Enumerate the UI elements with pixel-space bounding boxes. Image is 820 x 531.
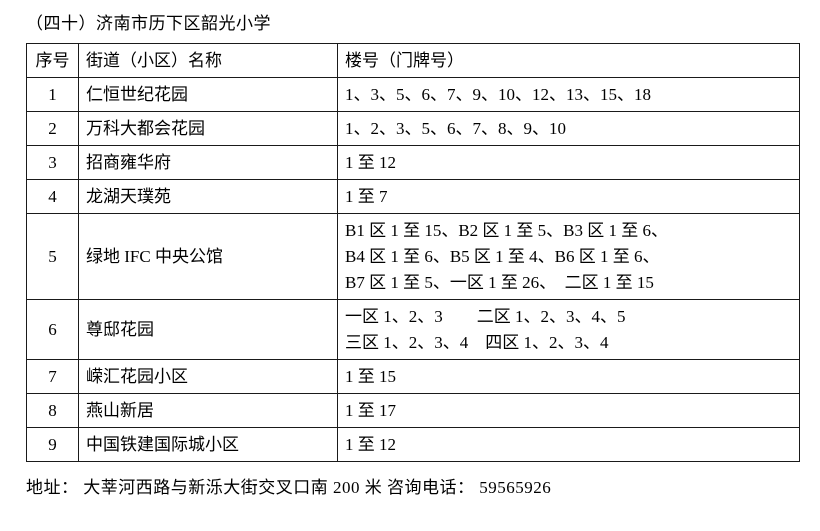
cell-serial-number: 7 bbox=[26, 359, 79, 394]
table-row: 8 燕山新居 1 至 17 bbox=[26, 393, 800, 428]
cell-street-name: 仁恒世纪花园 bbox=[78, 77, 338, 112]
cell-serial-number: 3 bbox=[26, 145, 79, 180]
cell-street-name: 燕山新居 bbox=[78, 393, 338, 428]
table-row: 7 嵘汇花园小区 1 至 15 bbox=[26, 359, 800, 394]
cell-street-name: 招商雍华府 bbox=[78, 145, 338, 180]
table-row: 6 尊邸花园 一区 1、2、3 二区 1、2、3、4、5 三区 1、2、3、4 四区… bbox=[26, 299, 800, 360]
table-row: 3 招商雍华府 1 至 12 bbox=[26, 145, 800, 180]
cell-serial-number: 2 bbox=[26, 111, 79, 146]
cell-building-numbers: 1、3、5、6、7、9、10、12、13、15、18 bbox=[337, 77, 800, 112]
table-body: 1 仁恒世纪花园 1、3、5、6、7、9、10、12、13、15、18 2 万科大都会花… bbox=[26, 77, 800, 462]
cell-building-numbers: 1 至 15 bbox=[337, 359, 800, 394]
table-row: 5 绿地 IFC 中央公馆 B1 区 1 至 15、B2 区 1 至 5、B3 区 … bbox=[26, 213, 800, 300]
table-row: 4 龙湖天璞苑 1 至 7 bbox=[26, 179, 800, 214]
column-header-street-name: 街道（小区）名称 bbox=[78, 43, 338, 78]
cell-serial-number: 6 bbox=[26, 299, 79, 360]
cell-serial-number: 4 bbox=[26, 179, 79, 214]
cell-serial-number: 1 bbox=[26, 77, 79, 112]
cell-street-name: 绿地 IFC 中央公馆 bbox=[78, 213, 338, 300]
column-header-building-number: 楼号（门牌号） bbox=[337, 43, 800, 78]
page-title: （四十）济南市历下区韶光小学 bbox=[26, 14, 271, 33]
address-table: 序号 街道（小区）名称 楼号（门牌号） 1 仁恒世纪花园 1、3、5、6、7、9、1… bbox=[26, 43, 800, 462]
table-row: 9 中国铁建国际城小区 1 至 12 bbox=[26, 427, 800, 462]
cell-building-numbers: 1 至 7 bbox=[337, 179, 800, 214]
cell-street-name: 尊邸花园 bbox=[78, 299, 338, 360]
table-header-row: 序号 街道（小区）名称 楼号（门牌号） bbox=[26, 43, 800, 78]
cell-serial-number: 9 bbox=[26, 427, 79, 462]
cell-street-name: 中国铁建国际城小区 bbox=[78, 427, 338, 462]
cell-building-numbers: B1 区 1 至 15、B2 区 1 至 5、B3 区 1 至 6、 B4 区 … bbox=[337, 213, 800, 300]
cell-building-numbers: 1、2、3、5、6、7、8、9、10 bbox=[337, 111, 800, 146]
cell-street-name: 嵘汇花园小区 bbox=[78, 359, 338, 394]
cell-serial-number: 8 bbox=[26, 393, 79, 428]
cell-building-numbers: 1 至 17 bbox=[337, 393, 800, 428]
cell-building-numbers: 一区 1、2、3 二区 1、2、3、4、5 三区 1、2、3、4 四区 1、2、… bbox=[337, 299, 800, 360]
table-row: 2 万科大都会花园 1、2、3、5、6、7、8、9、10 bbox=[26, 111, 800, 146]
cell-building-numbers: 1 至 12 bbox=[337, 427, 800, 462]
cell-serial-number: 5 bbox=[26, 213, 79, 300]
cell-street-name: 龙湖天璞苑 bbox=[78, 179, 338, 214]
column-header-serial-number: 序号 bbox=[26, 43, 79, 78]
cell-building-numbers: 1 至 12 bbox=[337, 145, 800, 180]
address-phone-footer: 地址： 大莘河西路与新泺大街交叉口南 200 米 咨询电话： 59565926 bbox=[26, 478, 552, 497]
document-page: （四十）济南市历下区韶光小学 序号 街道（小区）名称 楼号（门牌号） 1 仁恒世纪… bbox=[26, 14, 800, 497]
table-header: 序号 街道（小区）名称 楼号（门牌号） bbox=[26, 43, 800, 78]
cell-street-name: 万科大都会花园 bbox=[78, 111, 338, 146]
table-row: 1 仁恒世纪花园 1、3、5、6、7、9、10、12、13、15、18 bbox=[26, 77, 800, 112]
